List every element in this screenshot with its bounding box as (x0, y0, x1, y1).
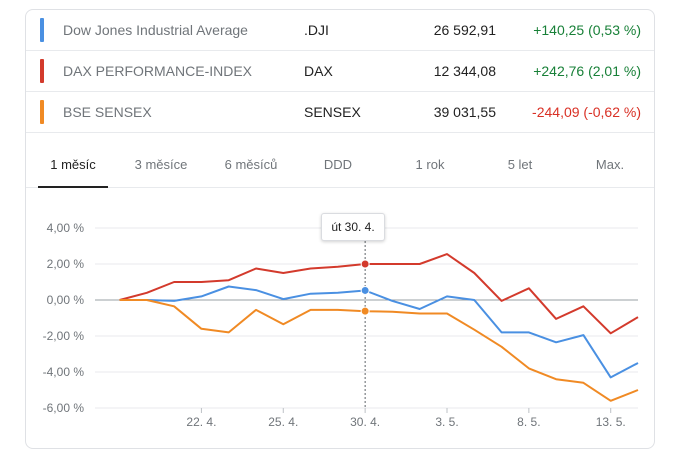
x-tick-label: 13. 5. (596, 415, 626, 429)
index-row[interactable]: DAX PERFORMANCE-INDEX DAX 12 344,08 +242,76… (26, 51, 654, 92)
tab-range[interactable]: 6 měsíců (216, 132, 286, 187)
y-tick-label: -6,00 % (43, 401, 85, 415)
series-swatch (40, 59, 44, 83)
active-tab-underline (38, 186, 108, 188)
date-tooltip: út 30. 4. (321, 213, 385, 241)
x-tick-label: 30. 4. (350, 415, 380, 429)
range-tabs: 1 měsíc 3 měsíce 6 měsíců DDD 1 rok 5 let Max. (26, 132, 654, 188)
tab-range[interactable]: 3 měsíce (126, 132, 196, 187)
y-tick-label: -4,00 % (43, 365, 85, 379)
index-symbol: SENSEX (304, 104, 361, 120)
tab-label: Max. (595, 157, 625, 172)
index-row[interactable]: Dow Jones Industrial Average .DJI 26 592,9… (26, 10, 654, 51)
tab-label: 1 měsíc (50, 157, 96, 172)
markets-card: Dow Jones Industrial Average .DJI 26 592,9… (25, 9, 655, 449)
x-tick-label: 3. 5. (435, 415, 458, 429)
tab-label: 6 měsíců (224, 157, 278, 172)
y-tick-label: 2,00 % (47, 257, 85, 271)
x-tick-label: 22. 4. (186, 415, 216, 429)
tab-range[interactable]: 1 rok (395, 132, 465, 187)
y-tick-label: -2,00 % (43, 329, 85, 343)
series-line (119, 253, 639, 335)
index-name: BSE SENSEX (63, 104, 152, 120)
series-line (119, 299, 639, 402)
tab-label: 5 let (507, 157, 533, 172)
tab-range[interactable]: 5 let (485, 132, 555, 187)
tab-label: DDD (323, 157, 353, 172)
index-change: +242,76 (2,01 %) (533, 63, 641, 79)
index-change: -244,09 (-0,62 %) (532, 104, 641, 120)
series-line (119, 285, 639, 379)
highlight-point (360, 259, 370, 269)
index-price: 26 592,91 (433, 22, 496, 38)
index-symbol: DAX (304, 63, 333, 79)
tab-label: 1 rok (415, 157, 445, 172)
index-name: DAX PERFORMANCE-INDEX (63, 63, 253, 79)
index-price: 12 344,08 (433, 63, 496, 79)
highlight-point (360, 306, 370, 316)
index-price: 39 031,55 (433, 104, 496, 120)
y-tick-label: 4,00 % (47, 221, 85, 235)
tab-range[interactable]: 1 měsíc (38, 132, 108, 188)
series-swatch (40, 100, 44, 124)
y-tick-label: 0,00 % (47, 293, 85, 307)
index-row[interactable]: BSE SENSEX SENSEX 39 031,55 -244,09 (-0,62 … (26, 92, 654, 133)
x-tick-label: 25. 4. (268, 415, 298, 429)
tab-label: 3 měsíce (134, 157, 188, 172)
index-change: +140,25 (0,53 %) (533, 22, 641, 38)
series-swatch (40, 18, 44, 42)
index-name: Dow Jones Industrial Average (63, 22, 248, 38)
tab-range[interactable]: Max. (575, 132, 645, 187)
x-tick-label: 8. 5. (517, 415, 540, 429)
index-symbol: .DJI (304, 22, 329, 38)
tab-range[interactable]: DDD (303, 132, 373, 187)
highlight-point (360, 285, 370, 295)
